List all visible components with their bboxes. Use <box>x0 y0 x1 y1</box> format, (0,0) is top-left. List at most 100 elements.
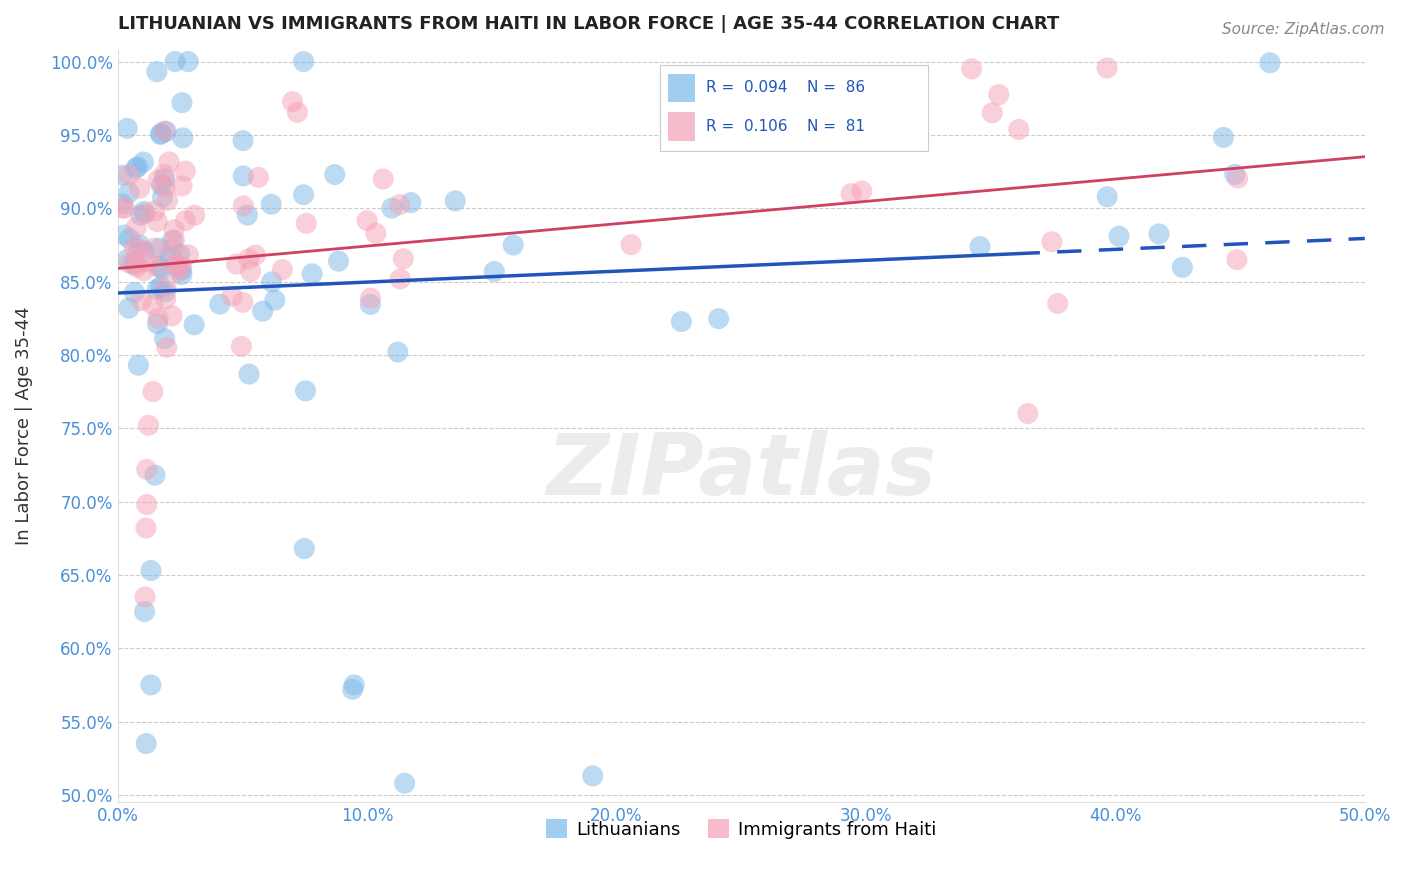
Point <box>156 340 179 354</box>
Point <box>208 297 231 311</box>
Point <box>239 264 262 278</box>
Point <box>1046 296 1069 310</box>
Point <box>260 197 283 211</box>
Point <box>163 54 186 69</box>
Point <box>1223 167 1246 181</box>
Point <box>118 168 141 182</box>
Point <box>131 293 153 308</box>
Point <box>295 216 318 230</box>
Point <box>323 168 346 182</box>
Point <box>177 54 200 69</box>
Point <box>1171 260 1194 275</box>
Point <box>1226 171 1249 186</box>
Point <box>155 124 177 138</box>
Point <box>134 254 156 268</box>
Point <box>146 173 169 187</box>
Point <box>238 367 260 381</box>
Point <box>1212 130 1234 145</box>
Point <box>170 263 193 277</box>
Point <box>139 564 162 578</box>
Point <box>707 311 730 326</box>
Point <box>960 62 983 76</box>
Point <box>247 170 270 185</box>
Point <box>484 264 506 278</box>
Point <box>292 54 315 69</box>
Point <box>163 222 186 236</box>
Point <box>155 285 177 299</box>
Point <box>582 769 605 783</box>
Point <box>112 227 135 242</box>
Point <box>236 208 259 222</box>
Point <box>987 87 1010 102</box>
Point <box>839 186 862 201</box>
Point <box>125 257 148 271</box>
Point <box>111 201 134 215</box>
Point <box>146 282 169 296</box>
Point <box>163 233 186 247</box>
Point <box>149 127 172 141</box>
Point <box>128 181 150 195</box>
Point <box>134 206 156 220</box>
Point <box>134 590 156 604</box>
Point <box>231 339 253 353</box>
Point <box>287 105 309 120</box>
Point <box>360 291 382 305</box>
Point <box>169 264 191 278</box>
Point <box>118 301 141 316</box>
Point <box>502 238 524 252</box>
Point <box>281 95 304 109</box>
Point <box>134 605 156 619</box>
Point <box>111 196 134 211</box>
Point <box>221 289 243 303</box>
Point <box>292 187 315 202</box>
Point <box>389 272 412 286</box>
Point <box>294 384 316 398</box>
Point <box>260 275 283 289</box>
Point <box>153 332 176 346</box>
Text: LITHUANIAN VS IMMIGRANTS FROM HAITI IN LABOR FORCE | AGE 35-44 CORRELATION CHART: LITHUANIAN VS IMMIGRANTS FROM HAITI IN L… <box>118 15 1059 33</box>
Point <box>125 220 148 235</box>
Point <box>172 131 194 145</box>
Point <box>252 304 274 318</box>
Point <box>150 261 173 276</box>
Point <box>1040 235 1063 249</box>
Point <box>969 239 991 253</box>
Point <box>153 171 176 186</box>
Y-axis label: In Labor Force | Age 35-44: In Labor Force | Age 35-44 <box>15 307 32 545</box>
Point <box>143 241 166 255</box>
Point <box>148 241 170 255</box>
Point <box>170 268 193 282</box>
Point <box>671 315 693 329</box>
Point <box>169 247 191 261</box>
Point <box>135 521 157 535</box>
Point <box>146 317 169 331</box>
Point <box>135 737 157 751</box>
Point <box>271 262 294 277</box>
Point <box>174 213 197 227</box>
Point <box>129 238 152 252</box>
Point <box>157 154 180 169</box>
Point <box>851 184 873 198</box>
Point <box>1097 190 1119 204</box>
Point <box>170 95 193 110</box>
Point <box>127 160 149 174</box>
Point <box>174 164 197 178</box>
Point <box>343 678 366 692</box>
Point <box>142 298 165 312</box>
Point <box>155 278 177 293</box>
Point <box>328 254 350 268</box>
Point <box>152 190 174 204</box>
Point <box>162 243 184 257</box>
Point <box>183 318 205 332</box>
Point <box>388 197 411 211</box>
Point <box>392 252 415 266</box>
Point <box>359 297 381 311</box>
Point <box>149 260 172 274</box>
Point <box>238 252 260 266</box>
Point <box>143 468 166 483</box>
Point <box>136 810 159 824</box>
Point <box>620 237 643 252</box>
Point <box>132 244 155 259</box>
Point <box>145 259 167 273</box>
Point <box>117 252 139 267</box>
